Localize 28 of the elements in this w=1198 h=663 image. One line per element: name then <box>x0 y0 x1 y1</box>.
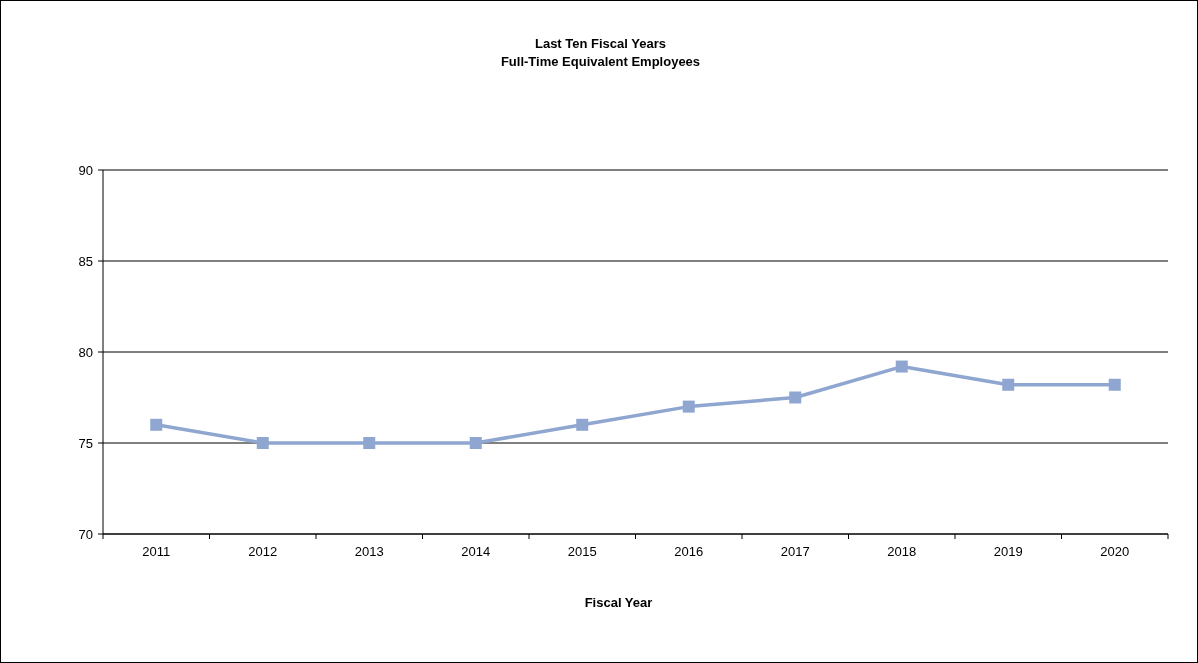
point <box>256 437 269 449</box>
x-tick-label: 2014 <box>461 544 491 559</box>
x-tick-label: 2020 <box>1100 544 1130 559</box>
point <box>150 418 163 431</box>
chart-title: Last Ten Fiscal Years <box>534 36 667 51</box>
point <box>1002 378 1015 391</box>
x-tick-label: 2018 <box>887 544 917 559</box>
chart-subtitle: Full-Time Equivalent Employees <box>500 54 701 69</box>
y-tick-label: 90 <box>78 163 93 178</box>
x-tick-label: 2011 <box>142 544 171 559</box>
y-tick-label: 75 <box>78 436 93 451</box>
point <box>1108 378 1121 391</box>
point <box>895 360 908 373</box>
y-tick-label: 80 <box>78 345 93 360</box>
y-tick-label: 70 <box>78 527 93 542</box>
x-tick-label: 2019 <box>993 544 1023 559</box>
point <box>363 437 376 449</box>
x-axis-title: Fiscal Year <box>584 595 653 610</box>
point <box>576 418 589 431</box>
x-tick-label: 2015 <box>567 544 597 559</box>
point <box>789 391 802 404</box>
x-tick-label: 2016 <box>674 544 704 559</box>
point <box>469 437 482 449</box>
x-tick-label: 2013 <box>354 544 384 559</box>
x-tick-label: 2017 <box>780 544 810 559</box>
point <box>682 400 695 413</box>
x-tick-label: 2012 <box>248 544 278 559</box>
y-tick-label: 85 <box>78 254 93 269</box>
